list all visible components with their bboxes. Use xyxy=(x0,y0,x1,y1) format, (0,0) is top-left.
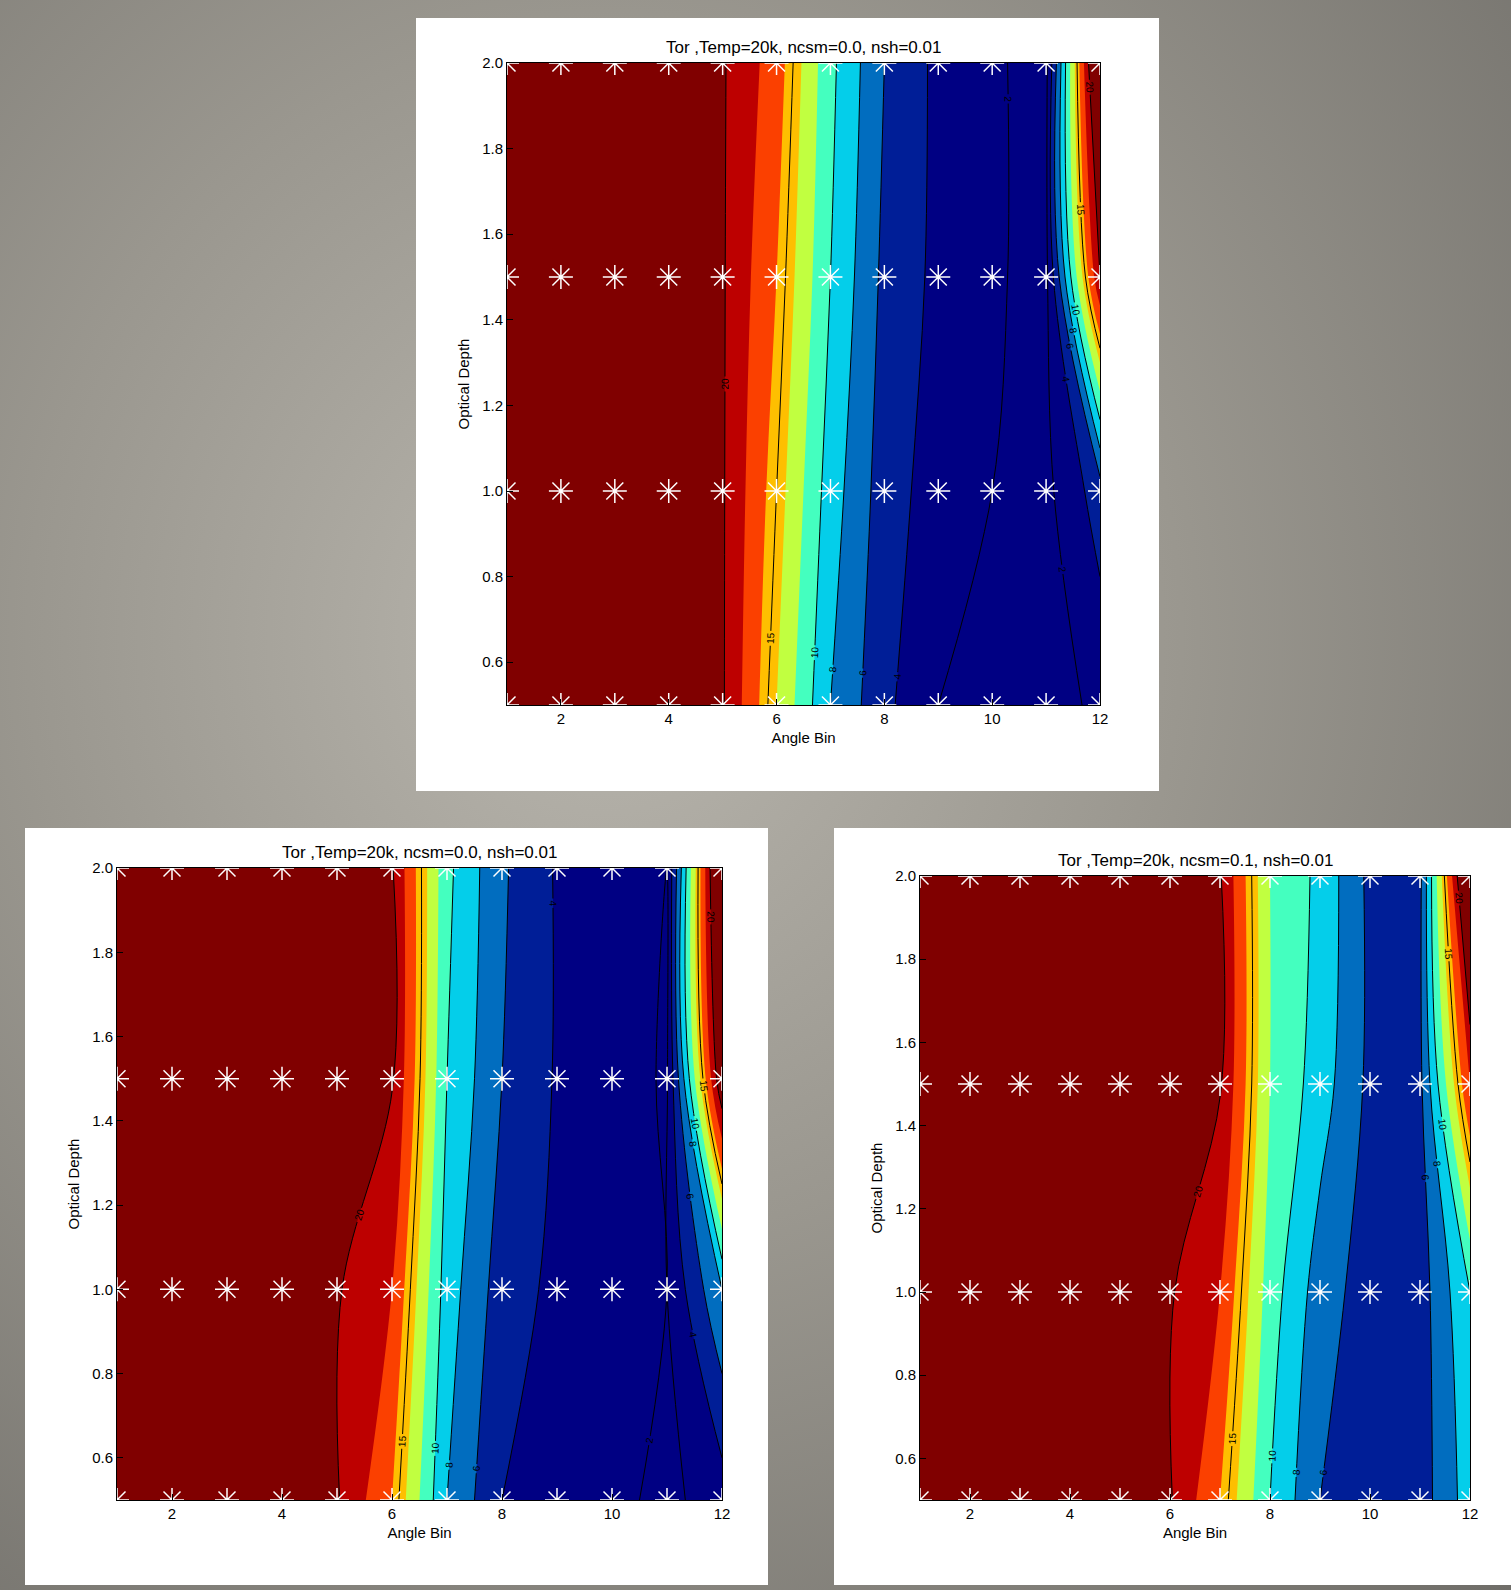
svg-text:1.0: 1.0 xyxy=(92,1281,113,1298)
svg-text:10: 10 xyxy=(1436,1118,1448,1131)
svg-text:10: 10 xyxy=(809,646,820,658)
svg-text:Angle Bin: Angle Bin xyxy=(387,1524,451,1541)
svg-text:6: 6 xyxy=(388,1505,396,1522)
svg-text:15: 15 xyxy=(1443,948,1455,960)
svg-text:15: 15 xyxy=(1227,1432,1239,1444)
svg-text:1.8: 1.8 xyxy=(895,950,916,967)
svg-text:8: 8 xyxy=(1431,1160,1443,1167)
svg-text:2.0: 2.0 xyxy=(482,54,503,71)
svg-text:6: 6 xyxy=(684,1193,696,1200)
svg-text:15: 15 xyxy=(698,1080,710,1093)
svg-text:2: 2 xyxy=(1056,566,1068,573)
svg-text:1.6: 1.6 xyxy=(895,1034,916,1051)
svg-text:1.2: 1.2 xyxy=(482,397,503,414)
svg-text:1.0: 1.0 xyxy=(482,482,503,499)
svg-text:6: 6 xyxy=(1064,342,1076,350)
svg-text:10: 10 xyxy=(984,710,1001,727)
svg-text:15: 15 xyxy=(396,1435,408,1447)
svg-text:6: 6 xyxy=(1420,1174,1431,1180)
svg-text:2.0: 2.0 xyxy=(92,859,113,876)
svg-text:1.0: 1.0 xyxy=(895,1283,916,1300)
svg-text:8: 8 xyxy=(1291,1469,1302,1476)
svg-text:8: 8 xyxy=(880,710,888,727)
svg-text:Optical Depth: Optical Depth xyxy=(65,1139,82,1230)
svg-text:15: 15 xyxy=(1075,204,1086,216)
svg-text:6: 6 xyxy=(471,1465,482,1472)
svg-text:10: 10 xyxy=(429,1442,440,1454)
svg-text:20: 20 xyxy=(1191,1184,1205,1198)
svg-text:4: 4 xyxy=(665,710,673,727)
svg-text:0.8: 0.8 xyxy=(482,568,503,585)
svg-text:10: 10 xyxy=(1069,303,1082,316)
svg-text:1.8: 1.8 xyxy=(482,140,503,157)
svg-text:2: 2 xyxy=(557,710,565,727)
svg-text:0.8: 0.8 xyxy=(92,1365,113,1382)
svg-text:10: 10 xyxy=(1362,1505,1379,1522)
svg-text:1.8: 1.8 xyxy=(92,944,113,961)
svg-text:2: 2 xyxy=(168,1505,176,1522)
svg-text:Optical Depth: Optical Depth xyxy=(455,339,472,430)
svg-text:6: 6 xyxy=(1166,1505,1174,1522)
svg-text:6: 6 xyxy=(1318,1469,1330,1476)
svg-text:8: 8 xyxy=(498,1505,506,1522)
svg-text:10: 10 xyxy=(1266,1450,1278,1462)
svg-text:1.6: 1.6 xyxy=(482,225,503,242)
svg-text:20: 20 xyxy=(705,911,716,923)
svg-text:8: 8 xyxy=(827,666,838,673)
svg-text:2: 2 xyxy=(966,1505,974,1522)
svg-text:Tor ,Temp=20k, ncsm=0.0, nsh=0: Tor ,Temp=20k, ncsm=0.0, nsh=0.01 xyxy=(282,843,557,862)
svg-text:8: 8 xyxy=(1067,327,1079,335)
svg-text:2: 2 xyxy=(644,1436,656,1444)
svg-text:20: 20 xyxy=(352,1208,366,1222)
svg-text:0.8: 0.8 xyxy=(895,1366,916,1383)
svg-text:4: 4 xyxy=(278,1505,286,1522)
svg-text:2.0: 2.0 xyxy=(895,867,916,884)
svg-text:15: 15 xyxy=(765,632,776,644)
svg-text:1.4: 1.4 xyxy=(482,311,503,328)
svg-text:1.4: 1.4 xyxy=(895,1117,916,1134)
svg-text:8: 8 xyxy=(1266,1505,1274,1522)
svg-text:Angle Bin: Angle Bin xyxy=(771,729,835,746)
svg-text:0.6: 0.6 xyxy=(482,653,503,670)
svg-text:10: 10 xyxy=(689,1117,702,1130)
svg-text:0.6: 0.6 xyxy=(92,1449,113,1466)
svg-text:20: 20 xyxy=(719,378,730,390)
svg-text:12: 12 xyxy=(1462,1505,1479,1522)
svg-text:2: 2 xyxy=(1003,96,1014,102)
svg-text:1.2: 1.2 xyxy=(895,1200,916,1217)
svg-text:1.4: 1.4 xyxy=(92,1112,113,1129)
svg-text:4: 4 xyxy=(547,900,558,906)
svg-text:4: 4 xyxy=(1066,1505,1074,1522)
svg-text:12: 12 xyxy=(714,1505,731,1522)
svg-text:12: 12 xyxy=(1092,710,1109,727)
svg-text:6: 6 xyxy=(772,710,780,727)
svg-text:1.6: 1.6 xyxy=(92,1028,113,1045)
svg-text:1.2: 1.2 xyxy=(92,1196,113,1213)
svg-text:Angle Bin: Angle Bin xyxy=(1163,1524,1227,1541)
svg-text:20: 20 xyxy=(1084,81,1096,93)
svg-text:Optical Depth: Optical Depth xyxy=(868,1143,885,1234)
svg-text:20: 20 xyxy=(1453,892,1465,904)
svg-text:10: 10 xyxy=(604,1505,621,1522)
svg-text:4: 4 xyxy=(1060,375,1072,383)
svg-text:8: 8 xyxy=(444,1461,455,1468)
svg-text:4: 4 xyxy=(892,673,903,680)
svg-text:6: 6 xyxy=(857,670,868,677)
svg-text:Tor ,Temp=20k, ncsm=0.0, nsh=0: Tor ,Temp=20k, ncsm=0.0, nsh=0.01 xyxy=(666,38,941,57)
svg-text:Tor ,Temp=20k, ncsm=0.1, nsh=0: Tor ,Temp=20k, ncsm=0.1, nsh=0.01 xyxy=(1058,851,1333,870)
svg-text:8: 8 xyxy=(687,1140,699,1148)
svg-text:4: 4 xyxy=(687,1331,699,1339)
svg-text:0.6: 0.6 xyxy=(895,1450,916,1467)
